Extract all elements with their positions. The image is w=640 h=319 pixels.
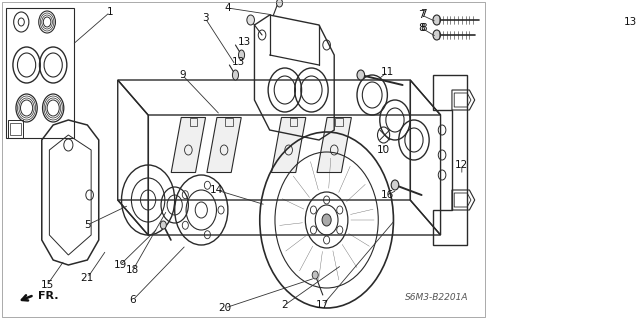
Ellipse shape — [322, 214, 331, 226]
Text: 3: 3 — [202, 13, 209, 23]
Ellipse shape — [433, 30, 440, 40]
Text: 16: 16 — [381, 190, 394, 200]
Text: 15: 15 — [40, 280, 54, 290]
Bar — [6, 8, 74, 138]
Ellipse shape — [276, 0, 283, 7]
Ellipse shape — [239, 50, 244, 60]
Ellipse shape — [433, 15, 440, 25]
Text: 6: 6 — [130, 295, 136, 305]
Ellipse shape — [312, 271, 318, 279]
Ellipse shape — [247, 15, 255, 25]
Polygon shape — [271, 117, 306, 173]
Text: 2: 2 — [282, 300, 288, 310]
Text: 13: 13 — [237, 37, 251, 47]
Ellipse shape — [160, 221, 166, 229]
Text: 18: 18 — [126, 265, 140, 275]
Text: 13: 13 — [232, 57, 245, 67]
Text: 21: 21 — [81, 273, 94, 283]
Ellipse shape — [232, 70, 239, 80]
Text: 8: 8 — [419, 23, 425, 33]
Text: 10: 10 — [377, 145, 390, 155]
Text: 12: 12 — [455, 160, 468, 170]
Text: 7: 7 — [419, 10, 425, 20]
Ellipse shape — [391, 180, 399, 190]
Text: 5: 5 — [84, 220, 91, 230]
Text: 20: 20 — [218, 303, 232, 313]
Text: 13: 13 — [624, 17, 637, 27]
Text: 19: 19 — [113, 260, 127, 270]
Text: 14: 14 — [210, 185, 223, 195]
Polygon shape — [317, 117, 351, 173]
Polygon shape — [172, 117, 205, 173]
Text: 4: 4 — [225, 3, 231, 13]
Text: 7: 7 — [420, 9, 427, 19]
Text: FR.: FR. — [38, 291, 58, 301]
Text: 1: 1 — [107, 7, 113, 17]
Ellipse shape — [357, 70, 365, 80]
Polygon shape — [207, 117, 241, 173]
Text: 8: 8 — [420, 23, 427, 33]
Text: 9: 9 — [179, 70, 186, 80]
Text: 17: 17 — [316, 300, 330, 310]
Text: S6M3-B2201A: S6M3-B2201A — [405, 293, 468, 302]
Text: 11: 11 — [381, 67, 394, 77]
